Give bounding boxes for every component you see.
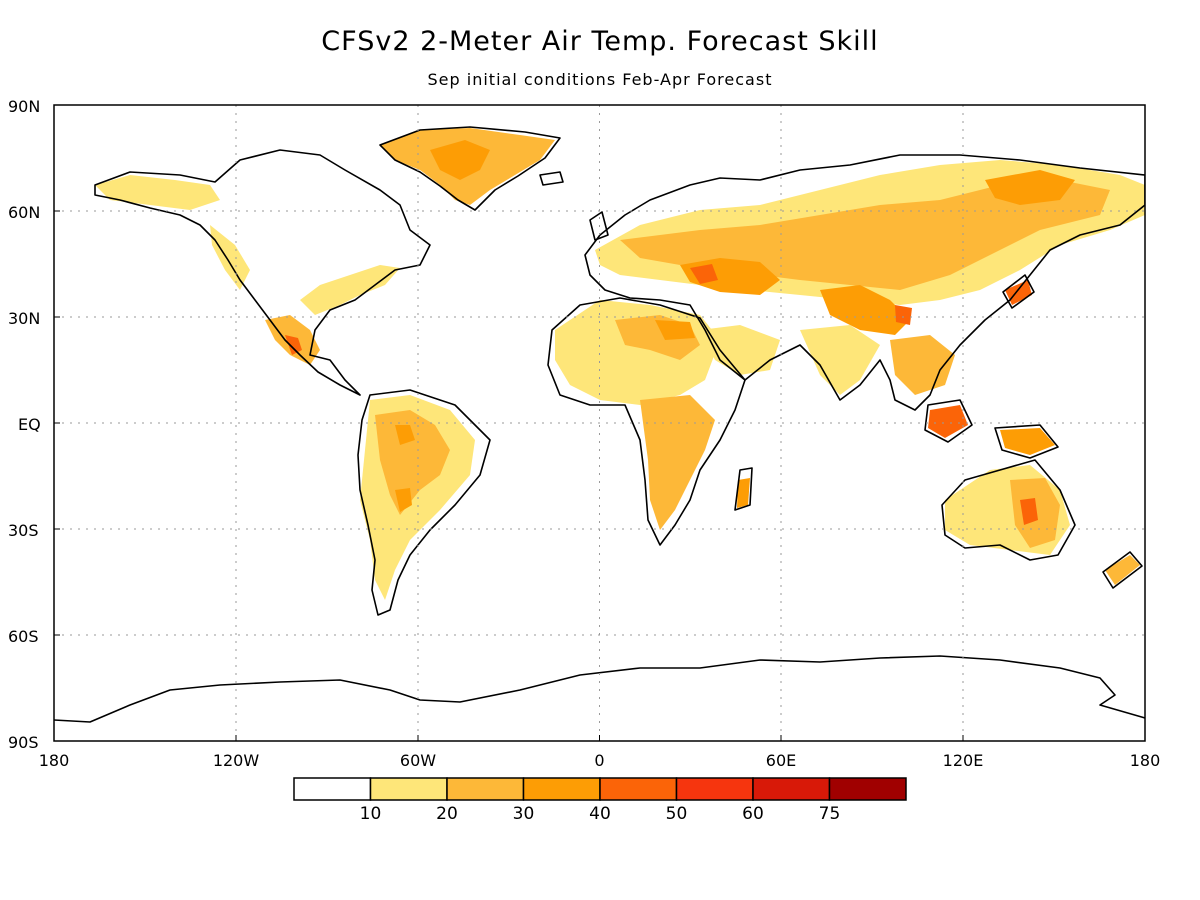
- colorbar-label: 20: [436, 804, 458, 824]
- coastline-south-america: [357, 389, 491, 616]
- coastline-eurasia: [584, 154, 1145, 411]
- coastline-greenland: [379, 126, 561, 211]
- lon-tick-label: 60E: [766, 751, 796, 770]
- lon-tick-label: 120W: [213, 751, 260, 770]
- skill-region-new-zealand: [1105, 555, 1140, 585]
- lon-tick-label: 180: [1130, 751, 1161, 770]
- colorbar-label: 75: [819, 804, 841, 824]
- map-content: [54, 126, 1145, 723]
- colorbar-swatch: [293, 777, 372, 801]
- colorbar-label: 30: [513, 804, 535, 824]
- coastline-north-america: [94, 149, 431, 396]
- graticule: [54, 105, 1145, 741]
- coastline-australia: [941, 459, 1076, 561]
- skill-region-canada-west: [210, 225, 250, 290]
- lat-axis: 90N 60N 30N EQ 30S 60S 90S: [8, 97, 41, 752]
- skill-region-brazil-south: [395, 488, 412, 512]
- skill-region-se-asia: [890, 335, 955, 395]
- coastline-africa: [547, 297, 746, 546]
- lat-tick-label: 90S: [8, 733, 39, 752]
- coastline-new-zealand: [1102, 551, 1143, 589]
- colorbar-label: 40: [589, 804, 611, 824]
- skill-region-siberia-east: [985, 170, 1075, 205]
- skill-region-caspian-core: [690, 264, 718, 284]
- coastline-iceland: [539, 171, 564, 186]
- coastline-uk: [589, 211, 609, 241]
- colorbar-label: 50: [666, 804, 688, 824]
- lat-tick-label: 90N: [8, 97, 40, 116]
- skill-region-tibet-core: [895, 305, 912, 325]
- colorbar-swatch: [522, 777, 601, 801]
- colorbar-swatch: [752, 777, 831, 801]
- skill-region-new-guinea: [1000, 428, 1055, 455]
- coastline-borneo: [924, 399, 973, 443]
- colorbar-swatch: [828, 777, 907, 801]
- skill-region-amazon-core: [395, 425, 415, 445]
- skill-region-central-asia: [820, 285, 910, 335]
- lat-tick-label: 60S: [8, 627, 39, 646]
- lat-tick-label: 60N: [8, 203, 40, 222]
- skill-region-arabia: [700, 325, 780, 375]
- skill-region-egypt-core: [655, 320, 695, 340]
- skill-region-africa-east: [640, 395, 715, 530]
- coastline-new-guinea: [994, 424, 1059, 459]
- lon-tick-label: 60W: [400, 751, 436, 770]
- lat-tick-label: 30S: [8, 521, 39, 540]
- colorbar-label: 10: [360, 804, 382, 824]
- skill-region-greenland-core: [430, 140, 490, 180]
- map-title: CFSv2 2-Meter Air Temp. Forecast Skill: [321, 26, 879, 57]
- lon-tick-label: 180: [39, 751, 70, 770]
- colorbar: 10 20 30 40 50 60 75: [293, 777, 907, 824]
- colorbar-swatch: [446, 777, 525, 801]
- lon-axis: 180 120W 60W 0 60E 120E 180: [39, 751, 1161, 770]
- skill-shading: [95, 128, 1145, 600]
- colorbar-swatch: [369, 777, 448, 801]
- coastlines: [54, 126, 1145, 723]
- colorbar-swatch: [675, 777, 754, 801]
- lat-tick-label: 30N: [8, 309, 40, 328]
- lat-tick-label: EQ: [18, 415, 41, 434]
- skill-region-india: [800, 325, 880, 395]
- colorbar-swatch: [599, 777, 678, 801]
- skill-region-borneo: [928, 405, 968, 438]
- tick-marks: [54, 210, 964, 741]
- coastline-antarctica: [54, 655, 1145, 723]
- lon-tick-label: 0: [594, 751, 604, 770]
- colorbar-label: 60: [742, 804, 764, 824]
- map-subtitle: Sep initial conditions Feb-Apr Forecast: [427, 70, 773, 89]
- lon-tick-label: 120E: [943, 751, 984, 770]
- skill-region-amazon: [375, 410, 450, 515]
- skill-region-australia-core: [1020, 498, 1038, 525]
- skill-region-mexico-core: [285, 335, 302, 355]
- skill-region-us-east: [300, 265, 400, 315]
- coastline-madagascar: [734, 467, 753, 511]
- skill-region-madagascar: [737, 478, 750, 508]
- coastline-japan: [1002, 274, 1035, 309]
